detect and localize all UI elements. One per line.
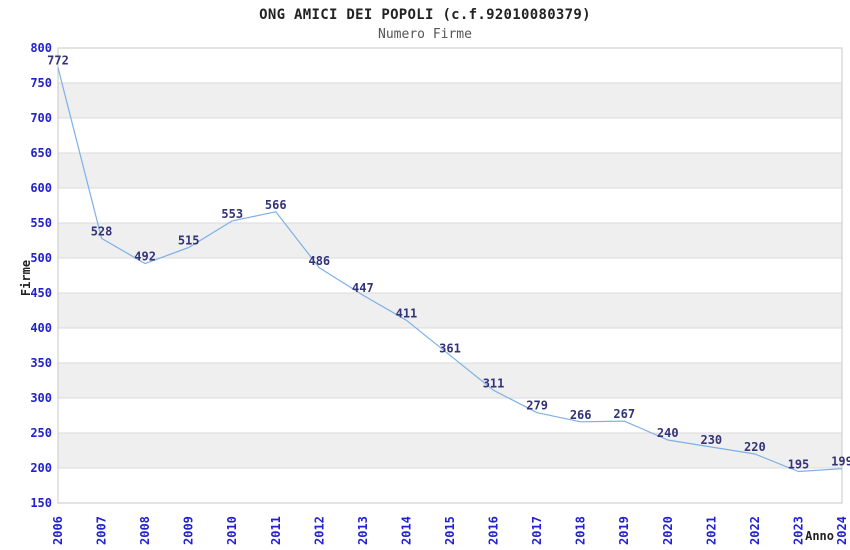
data-point-label: 230 [700,433,722,447]
data-point-label: 772 [47,54,69,68]
x-tick-label: 2021 [704,516,718,545]
plot-band [58,433,842,468]
plot-band [58,83,842,118]
y-tick-label: 350 [30,356,52,370]
data-point-label: 566 [265,198,287,212]
x-tick-label: 2008 [138,516,152,545]
x-tick-label: 2007 [95,516,109,545]
data-point-label: 266 [570,408,592,422]
x-tick-label: 2017 [530,516,544,545]
y-tick-label: 700 [30,111,52,125]
plot-band [58,363,842,398]
data-point-label: 220 [744,440,766,454]
plot-band [58,153,842,188]
y-tick-label: 250 [30,426,52,440]
data-point-label: 361 [439,341,461,355]
x-tick-label: 2020 [661,516,675,545]
data-point-label: 195 [788,458,810,472]
plot-band [58,293,842,328]
x-tick-label: 2015 [443,516,457,545]
data-point-label: 486 [308,254,330,268]
y-tick-label: 600 [30,181,52,195]
x-tick-label: 2009 [182,516,196,545]
data-point-label: 492 [134,250,156,264]
data-point-label: 411 [396,306,418,320]
x-tick-label: 2014 [399,516,413,545]
y-tick-label: 550 [30,216,52,230]
x-tick-label: 2013 [356,516,370,545]
y-tick-label: 300 [30,391,52,405]
y-tick-label: 400 [30,321,52,335]
y-tick-label: 450 [30,286,52,300]
x-tick-label: 2012 [312,516,326,545]
chart-title: ONG AMICI DEI POPOLI (c.f.92010080379) [259,7,591,23]
y-tick-label: 750 [30,76,52,90]
x-tick-label: 2019 [617,516,631,545]
data-point-label: 528 [91,224,113,238]
y-axis-title: Firme [19,260,33,296]
x-tick-label: 2011 [269,516,283,545]
x-tick-label: 2006 [51,516,65,545]
plot-border [57,47,843,504]
x-axis-title: Anno [805,529,834,543]
y-tick-label: 500 [30,251,52,265]
y-tick-label: 150 [30,496,52,510]
plot-band [58,223,842,258]
x-tick-label: 2024 [835,516,849,545]
data-point-label: 240 [657,426,679,440]
data-point-label: 199 [831,455,850,469]
data-point-label: 447 [352,281,374,295]
y-tick-label: 200 [30,461,52,475]
data-point-label: 553 [221,207,243,221]
x-tick-label: 2016 [487,516,501,545]
line-series [57,67,843,473]
data-point-label: 267 [613,407,635,421]
y-tick-label: 650 [30,146,52,160]
x-tick-label: 2022 [748,516,762,545]
y-tick-label: 800 [30,41,52,55]
data-point-label: 311 [483,376,505,390]
data-point-label: 515 [178,234,200,248]
x-tick-label: 2010 [225,516,239,545]
data-point-label: 279 [526,399,548,413]
x-tick-label: 2023 [791,516,805,545]
chart-subtitle: Numero Firme [378,27,472,42]
x-tick-label: 2018 [574,516,588,545]
